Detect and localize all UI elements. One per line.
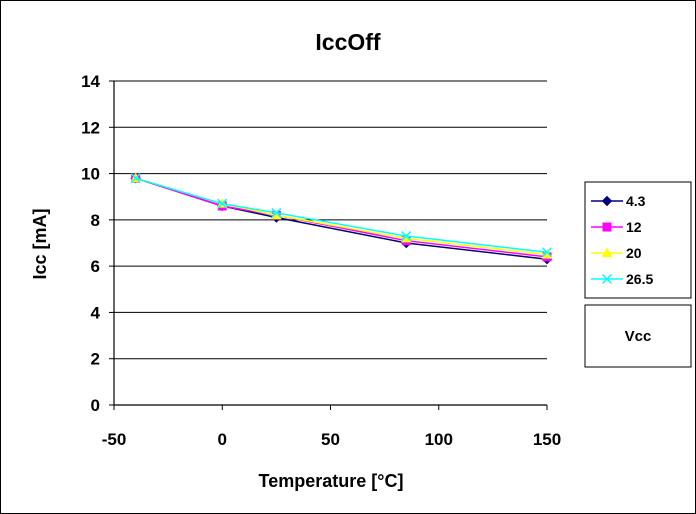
legend-marker (601, 273, 613, 285)
y-tick-label: 8 (91, 211, 100, 230)
legend-marker (601, 247, 613, 257)
x-tick-label: -50 (102, 430, 127, 449)
marker-stroke (541, 247, 553, 258)
data-point (130, 173, 141, 184)
legend-label: 26.5 (626, 271, 653, 287)
y-tick-label: 4 (91, 303, 101, 322)
y-axis-title: Icc [mA] (30, 208, 50, 279)
marker-stroke (217, 198, 228, 209)
legend-label: 12 (626, 219, 642, 235)
x-axis-title: Temperature [°C] (259, 471, 404, 491)
data-point (541, 247, 553, 258)
x-tick-label: 0 (218, 430, 227, 449)
data-point (271, 207, 282, 218)
marker-stroke (401, 231, 412, 242)
chart-title: IccOff (315, 29, 381, 55)
y-tick-label: 10 (81, 165, 100, 184)
data-point (217, 198, 228, 209)
y-tick-label: 6 (91, 257, 100, 276)
legend-title: Vcc (625, 328, 652, 345)
y-tick-label: 2 (91, 350, 100, 369)
legend: 4.3 12 20 26.5 Vcc (584, 181, 692, 368)
marker-stroke (601, 273, 613, 285)
legend-marker (602, 222, 612, 232)
legend-marker (601, 195, 613, 207)
legend-label: 20 (626, 245, 642, 261)
x-tick-label: 150 (533, 430, 561, 449)
marker-stroke (271, 207, 282, 218)
y-tick-label: 14 (81, 72, 100, 91)
y-tick-label: 0 (91, 396, 100, 415)
data-point (401, 231, 412, 242)
plot-background (114, 81, 547, 405)
marker-stroke (130, 173, 141, 184)
y-tick-label: 12 (81, 118, 100, 137)
legend-title-box (584, 304, 692, 368)
legend-label: 4.3 (626, 193, 646, 209)
x-tick-label: 100 (425, 430, 453, 449)
x-tick-label: 50 (321, 430, 340, 449)
